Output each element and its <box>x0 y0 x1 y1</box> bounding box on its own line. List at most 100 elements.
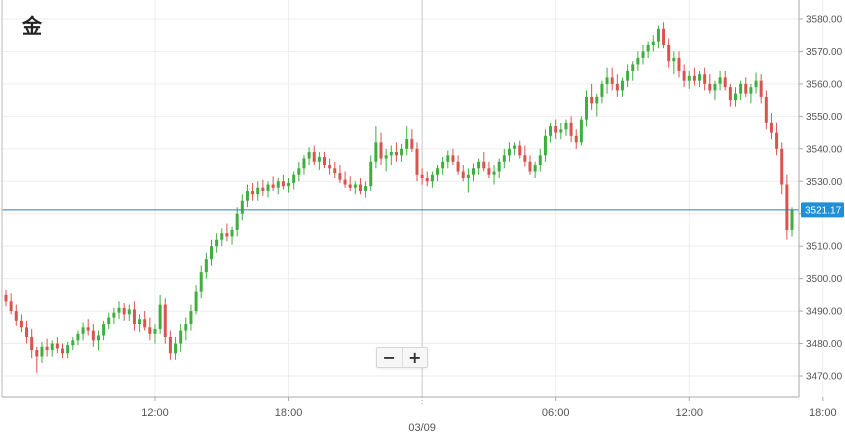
candle-body <box>723 77 727 88</box>
candle-body <box>471 168 475 175</box>
candle-body <box>656 28 660 42</box>
candle-body <box>436 168 440 175</box>
candle-body <box>523 155 527 162</box>
candle-body <box>179 330 183 344</box>
candle-body <box>343 179 347 185</box>
candle-body <box>549 126 553 136</box>
candle-body <box>287 182 291 187</box>
candle-body <box>667 44 671 62</box>
current-price-tag: 3521.17 <box>801 202 844 218</box>
candle-body <box>430 174 434 182</box>
candle-body <box>507 148 511 156</box>
zoom-in-button[interactable]: + <box>401 348 428 367</box>
x-tick-label: 18:00 <box>275 407 303 419</box>
current-price-label: 3521.17 <box>805 205 842 216</box>
candle-body <box>482 161 486 169</box>
candle-body <box>225 233 229 237</box>
candle-body <box>25 327 29 338</box>
candle-body <box>35 350 39 357</box>
candle-body <box>168 337 172 354</box>
candle-body <box>451 155 455 162</box>
candle-body <box>790 209 794 230</box>
candle-body <box>379 142 383 159</box>
candle-body <box>302 158 306 169</box>
candle-body <box>374 142 378 162</box>
chart-title: 金 <box>22 14 42 38</box>
y-tick-label: 3510.00 <box>806 242 843 253</box>
candle-body <box>61 348 65 354</box>
candle-body <box>158 304 162 329</box>
y-tick-label: 3560.00 <box>806 79 843 90</box>
candle-body <box>733 93 737 101</box>
candle-body <box>215 239 219 247</box>
axes <box>1 0 800 398</box>
candle-body <box>785 184 789 230</box>
candle-body <box>569 122 573 136</box>
candle-body <box>533 165 537 172</box>
candle-body <box>333 168 337 174</box>
candle-body <box>646 44 650 52</box>
candle-body <box>405 139 409 149</box>
candle-body <box>317 156 321 162</box>
candle-body <box>559 129 563 133</box>
candle-body <box>518 145 522 156</box>
candle-body <box>708 83 712 91</box>
candle-body <box>256 187 260 195</box>
candle-body <box>651 41 655 45</box>
candle-body <box>579 119 583 143</box>
candle-body <box>441 161 445 169</box>
candle-body <box>328 165 332 169</box>
candle-body <box>358 184 362 192</box>
candle-body <box>672 57 676 62</box>
candle-body <box>364 186 368 192</box>
candle-body <box>461 171 465 179</box>
candle-body <box>107 317 111 325</box>
candle-body <box>271 184 275 188</box>
candle-body <box>251 191 255 195</box>
candle-body <box>209 246 213 260</box>
candle-body <box>636 57 640 65</box>
y-tick-label: 3500.00 <box>806 274 843 285</box>
candle-body <box>703 74 707 84</box>
candle-body <box>513 145 517 149</box>
y-tick-label: 3530.00 <box>806 177 843 188</box>
candle-body <box>605 77 609 84</box>
candle-body <box>66 345 70 354</box>
candle-body <box>45 346 49 351</box>
y-tick-label: 3480.00 <box>806 339 843 350</box>
candle-body <box>220 233 224 240</box>
candles <box>4 22 794 373</box>
candle-body <box>477 161 481 169</box>
zoom-out-button[interactable]: − <box>382 348 396 367</box>
candle-body <box>132 309 136 325</box>
candle-body <box>312 152 316 162</box>
x-tick-label: 18:00 <box>809 407 837 419</box>
candle-body <box>713 83 717 91</box>
candle-body <box>698 74 702 81</box>
y-tick-label: 3490.00 <box>806 307 843 318</box>
candle-body <box>189 311 193 325</box>
candle-body <box>96 335 100 341</box>
candle-body <box>641 51 645 58</box>
candle-body <box>759 80 763 97</box>
candle-body <box>754 80 758 88</box>
candle-body <box>148 327 152 334</box>
candle-body <box>574 135 578 143</box>
candle-body <box>112 312 116 318</box>
candle-body <box>71 340 75 346</box>
candle-body <box>682 70 686 81</box>
candle-body <box>410 139 414 149</box>
candle-body <box>174 343 178 354</box>
candle-body <box>780 148 784 185</box>
current-price-tag-bg <box>801 202 844 218</box>
candle-body <box>456 161 460 172</box>
candle-body <box>420 174 424 179</box>
candle-body <box>261 187 265 192</box>
candle-body <box>744 83 748 94</box>
grid-lines <box>2 0 824 397</box>
candle-body <box>91 330 95 341</box>
x-tick-label: 06:00 <box>542 407 570 419</box>
candle-body <box>50 343 54 351</box>
candle-body <box>728 87 732 101</box>
